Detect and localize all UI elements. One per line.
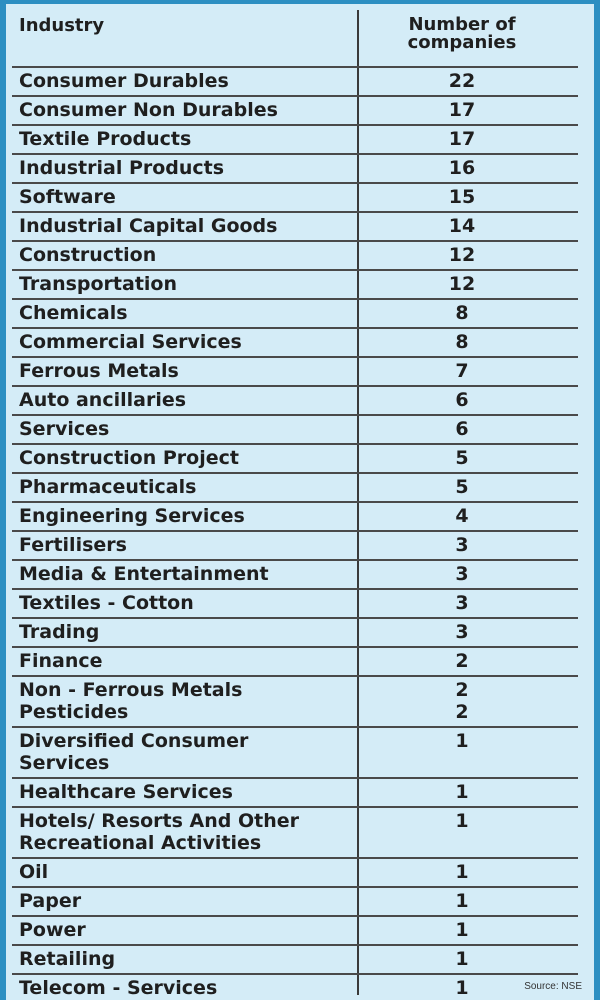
row-separator bbox=[12, 240, 578, 242]
row-separator bbox=[12, 559, 578, 561]
count-cell: 1 bbox=[455, 810, 469, 832]
count-cell: 22 bbox=[448, 70, 476, 92]
industry-cell: Industrial Products bbox=[19, 157, 225, 179]
industry-cell: Non - Ferrous Metals bbox=[19, 679, 243, 701]
industry-cell: Fertilisers bbox=[19, 534, 127, 556]
count-cell: 1 bbox=[455, 890, 469, 912]
count-cell: 12 bbox=[448, 244, 476, 266]
row-separator bbox=[12, 124, 578, 126]
count-cell: 7 bbox=[455, 360, 469, 382]
row-separator bbox=[12, 298, 578, 300]
row-separator bbox=[12, 617, 578, 619]
source-note: Source: NSE bbox=[524, 981, 582, 992]
count-cell: 15 bbox=[448, 186, 476, 208]
industry-cell: Construction bbox=[19, 244, 157, 266]
row-separator bbox=[12, 182, 578, 184]
count-cell: 12 bbox=[448, 273, 476, 295]
row-separator bbox=[12, 211, 578, 213]
industry-cell: Commercial Services bbox=[19, 331, 242, 353]
industry-cell: Consumer Durables bbox=[19, 70, 229, 92]
industry-cell: Pesticides bbox=[19, 701, 129, 723]
header-number-of-companies: Number of companies bbox=[407, 14, 517, 53]
count-cell: 1 bbox=[455, 781, 469, 803]
industry-cell: Construction Project bbox=[19, 447, 239, 469]
industry-cell: Diversified Consumer Services bbox=[19, 730, 249, 774]
row-separator bbox=[12, 915, 578, 917]
industry-cell: Paper bbox=[19, 890, 82, 912]
count-cell: 2 bbox=[455, 701, 469, 723]
count-cell: 17 bbox=[448, 99, 476, 121]
row-separator bbox=[12, 530, 578, 532]
row-separator bbox=[12, 726, 578, 728]
row-separator bbox=[12, 443, 578, 445]
count-cell: 8 bbox=[455, 331, 469, 353]
industry-cell: Telecom - Services bbox=[19, 977, 218, 999]
row-separator bbox=[12, 675, 578, 677]
industry-cell: Software bbox=[19, 186, 116, 208]
count-cell: 14 bbox=[448, 215, 476, 237]
industry-cell: Healthcare Services bbox=[19, 781, 233, 803]
row-separator bbox=[12, 95, 578, 97]
header-industry: Industry bbox=[19, 15, 105, 36]
count-cell: 5 bbox=[455, 447, 469, 469]
industry-cell: Finance bbox=[19, 650, 103, 672]
row-separator bbox=[12, 646, 578, 648]
row-separator bbox=[12, 501, 578, 503]
count-cell: 8 bbox=[455, 302, 469, 324]
count-cell: 17 bbox=[448, 128, 476, 150]
row-separator bbox=[12, 472, 578, 474]
row-separator bbox=[12, 806, 578, 808]
industry-cell: Oil bbox=[19, 861, 49, 883]
row-separator bbox=[12, 414, 578, 416]
count-cell: 3 bbox=[455, 621, 469, 643]
count-cell: 3 bbox=[455, 592, 469, 614]
industry-cell: Hotels/ Resorts And Other Recreational A… bbox=[19, 810, 300, 854]
industry-cell: Textile Products bbox=[19, 128, 192, 150]
count-cell: 3 bbox=[455, 563, 469, 585]
industry-cell: Services bbox=[19, 418, 110, 440]
row-separator bbox=[12, 356, 578, 358]
industry-cell: Industrial Capital Goods bbox=[19, 215, 278, 237]
count-cell: 1 bbox=[455, 861, 469, 883]
industry-cell: Power bbox=[19, 919, 86, 941]
industry-cell: Consumer Non Durables bbox=[19, 99, 278, 121]
row-separator bbox=[12, 944, 578, 946]
row-separator bbox=[12, 588, 578, 590]
count-cell: 5 bbox=[455, 476, 469, 498]
header-separator bbox=[12, 66, 578, 68]
count-cell: 2 bbox=[455, 679, 469, 701]
row-separator bbox=[12, 385, 578, 387]
count-cell: 2 bbox=[455, 650, 469, 672]
industry-cell: Media & Entertainment bbox=[19, 563, 269, 585]
industry-cell: Textiles - Cotton bbox=[19, 592, 194, 614]
row-separator bbox=[12, 886, 578, 888]
row-separator bbox=[12, 973, 578, 975]
industry-cell: Ferrous Metals bbox=[19, 360, 179, 382]
count-cell: 4 bbox=[455, 505, 469, 527]
row-separator bbox=[12, 153, 578, 155]
count-cell: 6 bbox=[455, 418, 469, 440]
row-separator bbox=[12, 857, 578, 859]
count-cell: 16 bbox=[448, 157, 476, 179]
count-cell: 3 bbox=[455, 534, 469, 556]
industry-cell: Retailing bbox=[19, 948, 116, 970]
count-cell: 1 bbox=[455, 948, 469, 970]
row-separator bbox=[12, 327, 578, 329]
industry-cell: Trading bbox=[19, 621, 100, 643]
industry-cell: Chemicals bbox=[19, 302, 128, 324]
industry-cell: Pharmaceuticals bbox=[19, 476, 197, 498]
industry-cell: Engineering Services bbox=[19, 505, 245, 527]
count-cell: 1 bbox=[455, 977, 469, 999]
industry-cell: Transportation bbox=[19, 273, 178, 295]
column-divider bbox=[357, 10, 359, 995]
count-cell: 6 bbox=[455, 389, 469, 411]
count-cell: 1 bbox=[455, 730, 469, 752]
count-cell: 1 bbox=[455, 919, 469, 941]
industry-table: Industry Number of companies Consumer Du… bbox=[12, 10, 578, 999]
row-separator bbox=[12, 269, 578, 271]
industry-cell: Auto ancillaries bbox=[19, 389, 187, 411]
row-separator bbox=[12, 777, 578, 779]
